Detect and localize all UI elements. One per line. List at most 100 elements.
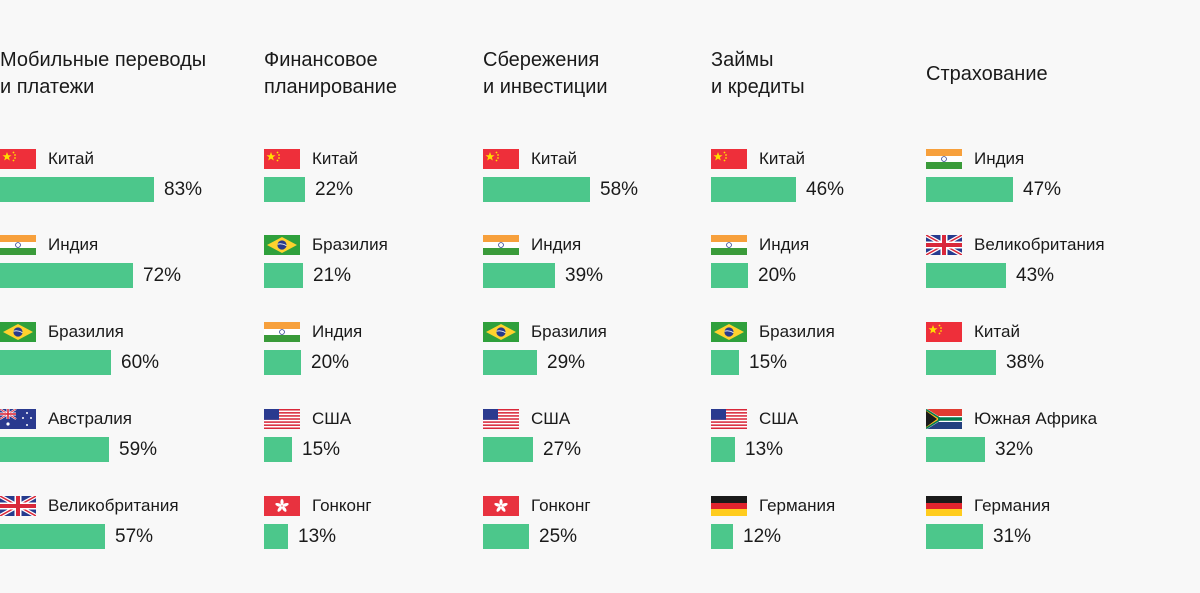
- bar-row: Китай 46%: [711, 149, 951, 209]
- india-flag-icon: [264, 322, 300, 342]
- bar: [0, 524, 105, 549]
- value-label: 21%: [313, 265, 352, 286]
- value-label: 20%: [311, 352, 350, 373]
- chart-column-financial-planning: Финансовое планирование Китай 22% Бразилия 2…: [264, 0, 483, 593]
- bar-row: Китай 83%: [0, 149, 240, 209]
- uk-flag-icon: [926, 235, 962, 255]
- value-label: 20%: [758, 265, 797, 286]
- country-label: Индия: [759, 235, 810, 254]
- bar: [926, 177, 1013, 202]
- bar-row: Китай 22%: [264, 149, 504, 209]
- bar-row: Индия 47%: [926, 149, 1166, 209]
- value-label: 46%: [806, 179, 845, 200]
- column-title: Сбережения и инвестиции: [483, 49, 608, 98]
- bar-row: Индия 39%: [483, 235, 723, 295]
- country-label: Бразилия: [531, 322, 607, 341]
- country-label: США: [312, 409, 352, 428]
- india-flag-icon: [483, 235, 519, 255]
- bar-row: Австралия 59%: [0, 409, 240, 469]
- country-label: Индия: [974, 149, 1025, 168]
- bar-row: Бразилия 60%: [0, 322, 240, 382]
- country-label: Китай: [759, 149, 805, 168]
- value-label: 12%: [743, 526, 782, 547]
- column-title: Займы и кредиты: [711, 49, 805, 98]
- country-label: Великобритания: [48, 496, 179, 515]
- bar: [0, 437, 109, 462]
- bar-row: Южная Африка 32%: [926, 409, 1166, 469]
- india-flag-icon: [926, 149, 962, 169]
- india-flag-icon: [711, 235, 747, 255]
- south-africa-flag-icon: [926, 409, 962, 429]
- value-label: 15%: [749, 352, 788, 373]
- hongkong-flag-icon: [264, 496, 300, 516]
- bar: [926, 437, 985, 462]
- bar: [711, 177, 796, 202]
- usa-flag-icon: [483, 409, 519, 429]
- bar-row: Индия 20%: [711, 235, 951, 295]
- country-label: Германия: [759, 496, 836, 515]
- india-flag-icon: [0, 235, 36, 255]
- country-label: Китай: [531, 149, 577, 168]
- usa-flag-icon: [264, 409, 300, 429]
- value-label: 58%: [600, 179, 639, 200]
- bar: [0, 177, 154, 202]
- value-label: 29%: [547, 352, 586, 373]
- bar: [264, 263, 303, 288]
- value-label: 72%: [143, 265, 182, 286]
- value-label: 38%: [1006, 352, 1045, 373]
- column-title: Мобильные переводы и платежи: [0, 49, 207, 98]
- brazil-flag-icon: [711, 322, 747, 342]
- china-flag-icon: [926, 322, 962, 342]
- bar-row: США 13%: [711, 409, 951, 469]
- country-label: Гонконг: [312, 496, 372, 515]
- country-label: Австралия: [48, 409, 132, 428]
- bar: [483, 437, 533, 462]
- bar-row: Гонконг 25%: [483, 496, 723, 556]
- bar-row: США 15%: [264, 409, 504, 469]
- bar: [483, 177, 590, 202]
- bar: [483, 350, 537, 375]
- value-label: 39%: [565, 265, 604, 286]
- china-flag-icon: [264, 149, 300, 169]
- value-label: 15%: [302, 439, 341, 460]
- bar: [264, 524, 288, 549]
- uk-flag-icon: [0, 496, 36, 516]
- bar-row: Китай 58%: [483, 149, 723, 209]
- value-label: 27%: [543, 439, 582, 460]
- hongkong-flag-icon: [483, 496, 519, 516]
- bar: [926, 263, 1006, 288]
- bar-row: Германия 12%: [711, 496, 951, 556]
- brazil-flag-icon: [0, 322, 36, 342]
- brazil-flag-icon: [483, 322, 519, 342]
- bar-row: Бразилия 15%: [711, 322, 951, 382]
- bar: [711, 437, 735, 462]
- bar: [711, 524, 733, 549]
- bar-row: США 27%: [483, 409, 723, 469]
- value-label: 57%: [115, 526, 154, 547]
- bar-row: Индия 72%: [0, 235, 240, 295]
- value-label: 13%: [298, 526, 337, 547]
- country-label: Бразилия: [312, 235, 388, 254]
- bar: [0, 263, 133, 288]
- bar: [264, 350, 301, 375]
- bar: [711, 350, 739, 375]
- value-label: 22%: [315, 179, 354, 200]
- value-label: 25%: [539, 526, 578, 547]
- country-label: Бразилия: [48, 322, 124, 341]
- country-label: Индия: [531, 235, 582, 254]
- country-label: США: [759, 409, 799, 428]
- value-label: 59%: [119, 439, 158, 460]
- chart-column-mobile-payments: Мобильные переводы и платежи Китай 83% Инди…: [0, 0, 264, 593]
- bar: [264, 177, 305, 202]
- bar: [483, 524, 529, 549]
- australia-flag-icon: [0, 409, 36, 429]
- bar-row: Великобритания 57%: [0, 496, 240, 556]
- column-title: Финансовое планирование: [264, 49, 397, 98]
- country-label: Индия: [48, 235, 99, 254]
- bar-row: Бразилия 21%: [264, 235, 504, 295]
- germany-flag-icon: [711, 496, 747, 516]
- usa-flag-icon: [711, 409, 747, 429]
- china-flag-icon: [483, 149, 519, 169]
- country-label: Германия: [974, 496, 1051, 515]
- bar: [926, 524, 983, 549]
